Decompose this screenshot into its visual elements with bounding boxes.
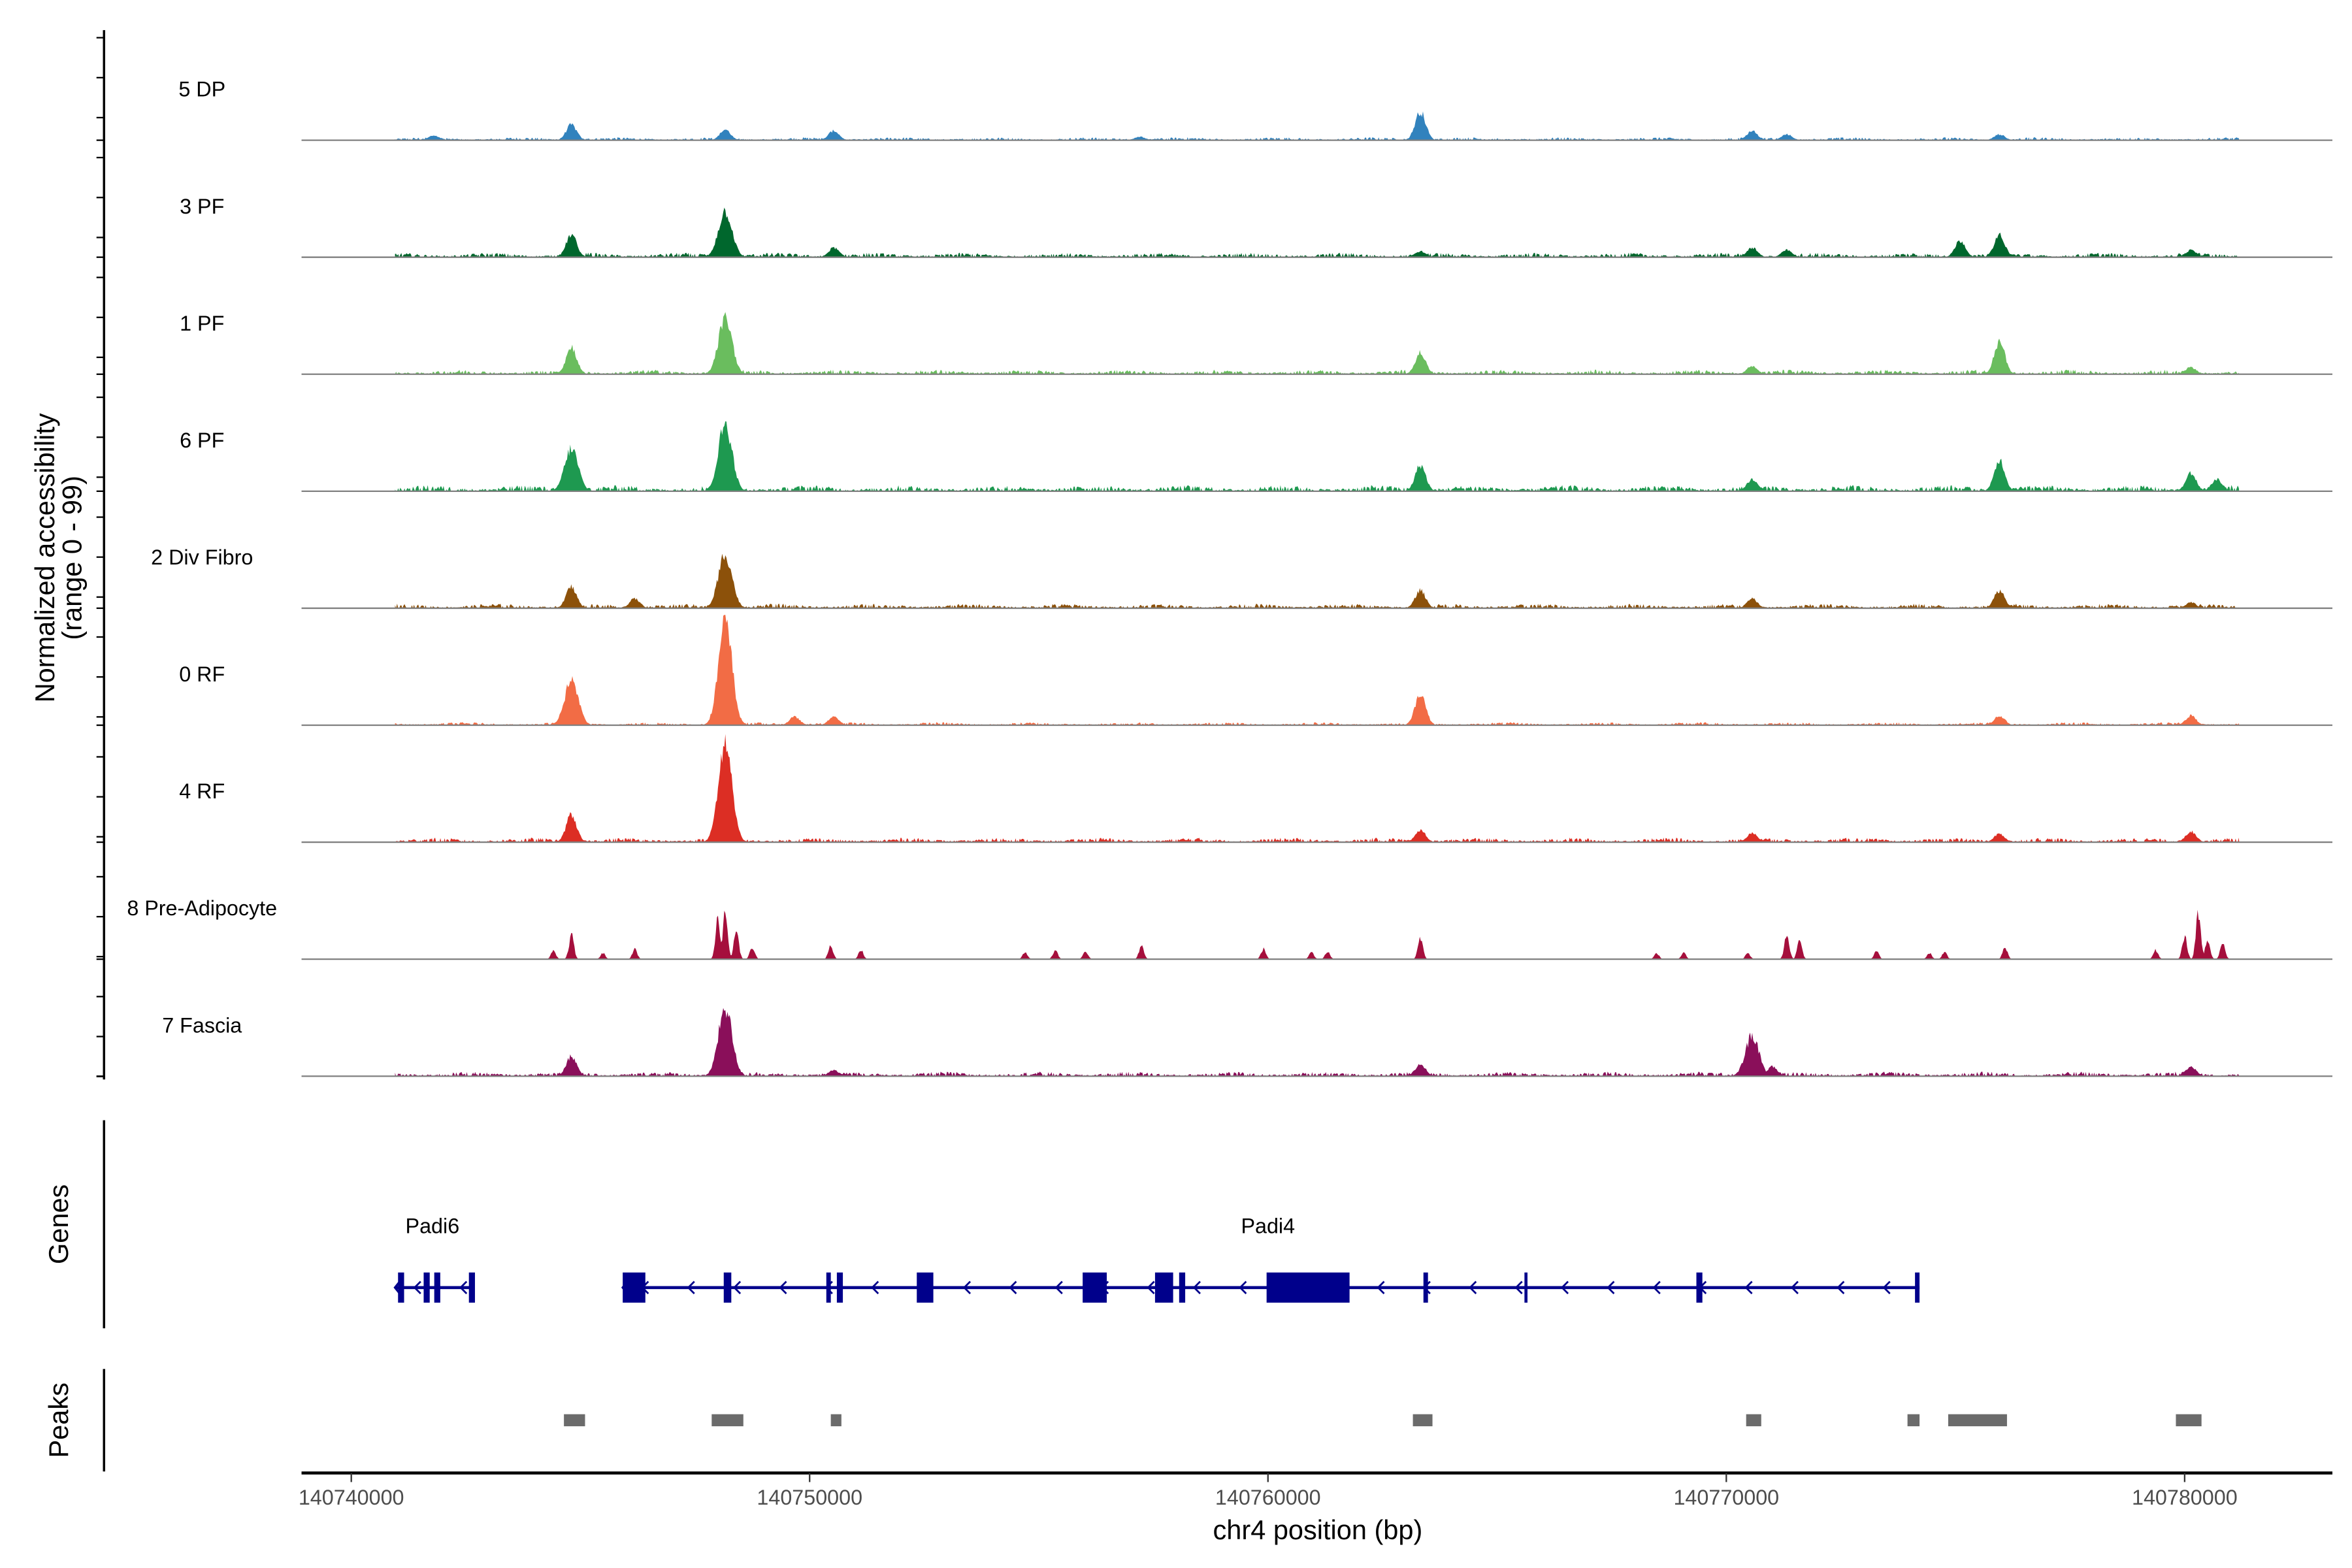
coverage-area bbox=[395, 615, 2240, 725]
strand-arrow-icon bbox=[687, 1281, 695, 1294]
track-6-pf: 6 PF bbox=[180, 421, 2332, 492]
exon bbox=[434, 1272, 440, 1303]
coverage-area bbox=[395, 312, 2240, 374]
peak-region[interactable] bbox=[1413, 1414, 1433, 1427]
track-0-rf: 0 RF bbox=[179, 615, 2332, 727]
strand-arrow-icon bbox=[1514, 1281, 1523, 1294]
exon bbox=[826, 1272, 831, 1303]
exon bbox=[1524, 1272, 1527, 1303]
strand-arrow-icon bbox=[732, 1281, 742, 1294]
exon bbox=[723, 1272, 732, 1303]
strand-arrow-icon bbox=[459, 1281, 468, 1294]
strand-arrow-icon bbox=[1054, 1281, 1063, 1294]
strand-arrow-icon bbox=[1882, 1281, 1891, 1294]
peak-region[interactable] bbox=[2176, 1414, 2202, 1427]
strand-arrow-icon bbox=[1239, 1281, 1247, 1294]
exon bbox=[917, 1272, 934, 1303]
gene-padi6[interactable]: Padi6 bbox=[393, 1215, 475, 1303]
coverage-tracks: 5 DP 3 PF 1 PF 6 PF 2 Div Fibro 0 RF 4 RF 8 Pre… bbox=[127, 78, 2332, 1077]
strand-arrow-icon bbox=[1744, 1281, 1753, 1294]
track-label: 5 DP bbox=[178, 78, 225, 101]
coverage-area bbox=[395, 909, 2240, 960]
strand-arrow-icon bbox=[1377, 1281, 1385, 1294]
strand-arrow-icon bbox=[779, 1281, 787, 1294]
exon bbox=[423, 1272, 430, 1303]
coverage-area bbox=[395, 734, 2240, 843]
coverage-area bbox=[395, 421, 2240, 491]
strand-arrow-icon bbox=[962, 1281, 972, 1294]
peaks-panel-label: Peaks bbox=[43, 1382, 74, 1458]
x-axis-title: chr4 position (bp) bbox=[1213, 1514, 1423, 1545]
x-tick-label: 140750000 bbox=[757, 1486, 862, 1509]
coverage-area bbox=[395, 111, 2240, 140]
track-label: 7 Fascia bbox=[162, 1013, 242, 1037]
track-label: 8 Pre-Adipocyte bbox=[127, 896, 277, 920]
exon bbox=[1179, 1272, 1186, 1303]
x-tick-label: 140780000 bbox=[2132, 1486, 2238, 1509]
track-7-fascia: 7 Fascia bbox=[162, 1007, 2332, 1077]
strand-arrow-icon bbox=[871, 1281, 879, 1294]
exon bbox=[1083, 1272, 1107, 1303]
x-tick-label: 140740000 bbox=[299, 1486, 404, 1509]
track-label: 6 PF bbox=[180, 429, 224, 452]
strand-arrow-icon bbox=[1837, 1281, 1845, 1294]
genes-panel-label: Genes bbox=[43, 1184, 74, 1264]
track-1-pf: 1 PF bbox=[180, 312, 2332, 375]
strand-arrow-icon bbox=[413, 1281, 421, 1294]
coverage-area bbox=[395, 1007, 2240, 1077]
strand-arrow-icon bbox=[1607, 1281, 1615, 1294]
x-axis: 140740000 140750000 140760000 140770000 1407… bbox=[299, 1471, 2332, 1509]
peak-region[interactable] bbox=[1746, 1414, 1761, 1427]
gene-label: Padi6 bbox=[406, 1215, 460, 1238]
track-8-pre-adipocyte: 8 Pre-Adipocyte bbox=[127, 896, 2332, 960]
track-label: 3 PF bbox=[180, 195, 224, 218]
strand-arrow-icon bbox=[1790, 1281, 1799, 1294]
exon bbox=[398, 1272, 404, 1303]
coverage-y-axis bbox=[96, 30, 105, 1080]
peak-region[interactable] bbox=[564, 1414, 585, 1427]
peak-region[interactable] bbox=[711, 1414, 743, 1427]
strand-arrow-icon bbox=[1192, 1281, 1201, 1294]
coverage-area bbox=[395, 207, 2240, 257]
exon bbox=[623, 1272, 645, 1303]
peak-region[interactable] bbox=[1948, 1414, 2007, 1427]
exon bbox=[1696, 1272, 1703, 1303]
exon bbox=[1915, 1272, 1920, 1303]
y-axis-title: Normalized accessibility bbox=[29, 413, 60, 702]
strand-arrow-icon bbox=[1009, 1281, 1017, 1294]
strand-arrow-icon bbox=[1560, 1281, 1569, 1294]
exon bbox=[468, 1272, 475, 1303]
track-label: 2 Div Fibro bbox=[151, 546, 253, 569]
gene-track: Padi6 Padi4 bbox=[393, 1215, 1920, 1303]
x-tick-label: 140760000 bbox=[1215, 1486, 1321, 1509]
track-label: 0 RF bbox=[179, 662, 225, 686]
peak-track bbox=[564, 1414, 2202, 1427]
peak-region[interactable] bbox=[830, 1414, 841, 1427]
gene-padi4[interactable]: Padi4 bbox=[621, 1215, 1920, 1303]
strand-arrow-icon bbox=[1652, 1281, 1661, 1294]
y-axis-range: (range 0 - 99) bbox=[57, 476, 88, 640]
strand-arrow-icon bbox=[1147, 1281, 1155, 1294]
track-5-dp: 5 DP bbox=[178, 78, 2332, 141]
strand-arrow-icon bbox=[1469, 1281, 1477, 1294]
track-label: 1 PF bbox=[180, 312, 224, 335]
coverage-area bbox=[395, 553, 2240, 608]
track-4-rf: 4 RF bbox=[179, 734, 2332, 843]
exon bbox=[1154, 1272, 1173, 1303]
exon bbox=[1266, 1272, 1350, 1303]
exon bbox=[1423, 1272, 1428, 1303]
exon bbox=[836, 1272, 843, 1303]
peak-region[interactable] bbox=[1907, 1414, 1920, 1427]
gene-label: Padi4 bbox=[1241, 1215, 1295, 1238]
track-label: 4 RF bbox=[179, 779, 225, 803]
x-tick-label: 140770000 bbox=[1673, 1486, 1779, 1509]
track-3-pf: 3 PF bbox=[180, 195, 2332, 258]
track-2-div-fibro: 2 Div Fibro bbox=[151, 546, 2332, 610]
